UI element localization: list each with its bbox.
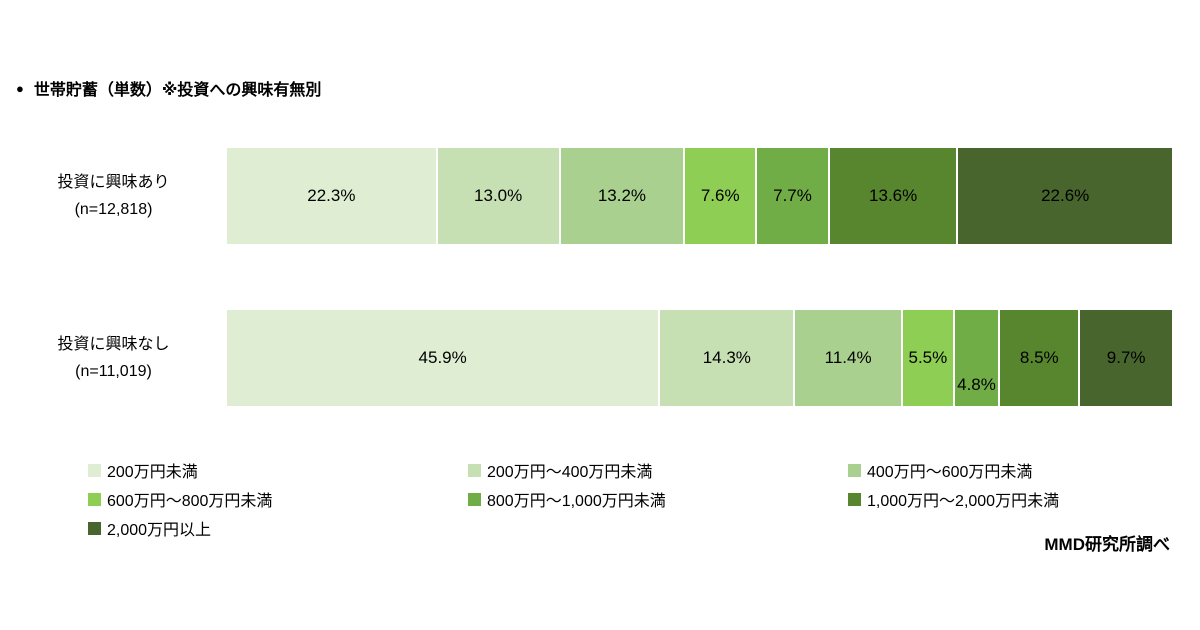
segment-value-label: 7.7% [773,186,812,205]
segment-value-label: 13.2% [597,186,647,205]
chart-row: 投資に興味あり (n=12,818) 22.3% 13.0% 13.2% 7.6% 7.7%… [0,148,1172,244]
legend-item: 1,000万円～2,000万円未満 [848,487,1200,511]
bar-segment: 22.3% [227,148,438,244]
legend-item: 2,000万円以上 [88,516,468,540]
bar-segment: 8.5% [1000,310,1081,406]
chart-title-row: ● 世帯貯蓄（単数）※投資への興味有無別 [16,76,321,100]
series-n-label: (n=12,818) [74,201,153,218]
segment-value-label: 9.7% [1106,348,1146,367]
bar-segment: 13.2% [560,148,686,244]
segment-value-label: 7.6% [700,186,740,205]
legend-item: 200万円未満 [88,458,468,482]
chart-row: 投資に興味なし (n=11,019) 45.9% 14.3% 11.4% 5.5% 4.8%… [0,310,1172,406]
segment-value-label: 5.5% [908,348,948,367]
segment-value-label: 4.8% [957,375,996,394]
legend-item: 800万円～1,000万円未満 [468,487,848,511]
legend-swatch-icon [468,492,481,506]
row-label: 投資に興味なし (n=11,019) [0,310,227,406]
legend-swatch-icon [88,521,101,535]
segment-value-label: 11.4% [824,348,872,367]
source-credit: MMD研究所調べ [1044,535,1170,554]
bar-segment: 13.6% [829,148,959,244]
series-name: 投資に興味あり [57,173,170,191]
bar-segment: 11.4% [795,310,903,406]
segment-value-label: 13.0% [474,186,523,205]
bar-segment: 13.0% [437,148,561,244]
stacked-bar: 45.9% 14.3% 11.4% 5.5% 4.8% 8.5% 9.7% [227,310,1172,406]
bar-segment: 5.5% [902,310,955,406]
segment-value-label: 22.6% [1041,186,1090,205]
legend-swatch-icon [88,463,101,477]
legend-label: 200万円～400万円未満 [487,464,653,481]
chart-rows: 投資に興味あり (n=12,818) 22.3% 13.0% 13.2% 7.6% 7.7%… [0,148,1172,472]
series-n-label: (n=11,019) [75,363,152,380]
bar-segment: 7.6% [685,148,758,244]
legend-swatch-icon [468,463,481,477]
legend-label: 200万円未満 [107,464,198,481]
legend-item: 200万円～400万円未満 [468,458,848,482]
bar-segment: 22.6% [958,148,1172,244]
segment-value-label: 22.3% [307,186,356,205]
legend-label: 800万円～1,000万円未満 [487,493,666,510]
bar-segment: 45.9% [227,310,661,406]
segment-value-label: 45.9% [418,348,467,367]
legend-label: 400万円～600万円未満 [867,464,1033,481]
legend: 200万円未満 200万円～400万円未満 400万円～600万円未満 600万円～8… [88,458,1200,540]
legend-swatch-icon [88,492,101,506]
segment-value-label: 13.6% [869,186,918,205]
bar-segment: 7.7% [757,148,830,244]
series-name: 投資に興味なし [57,335,170,353]
bar-segment: 9.7% [1080,310,1172,406]
legend-item: 400万円～600万円未満 [848,458,1200,482]
legend-label: 1,000万円～2,000万円未満 [867,493,1060,510]
bar-segment: 14.3% [660,310,796,406]
legend-swatch-icon [848,492,861,506]
stacked-bar: 22.3% 13.0% 13.2% 7.6% 7.7% 13.6% 22.6% [227,148,1172,244]
page-title: 世帯貯蓄（単数）※投資への興味有無別 [33,82,322,99]
legend-label: 600万円～800万円未満 [107,493,273,510]
bar-segment: 4.8% [954,310,1001,406]
legend-swatch-icon [848,463,861,477]
segment-value-label: 8.5% [1019,348,1059,367]
segment-value-label: 14.3% [702,348,751,367]
legend-item: 600万円～800万円未満 [88,487,468,511]
legend-label: 2,000万円以上 [107,522,212,539]
row-label: 投資に興味あり (n=12,818) [0,148,227,244]
bullet-icon: ● [16,80,24,96]
